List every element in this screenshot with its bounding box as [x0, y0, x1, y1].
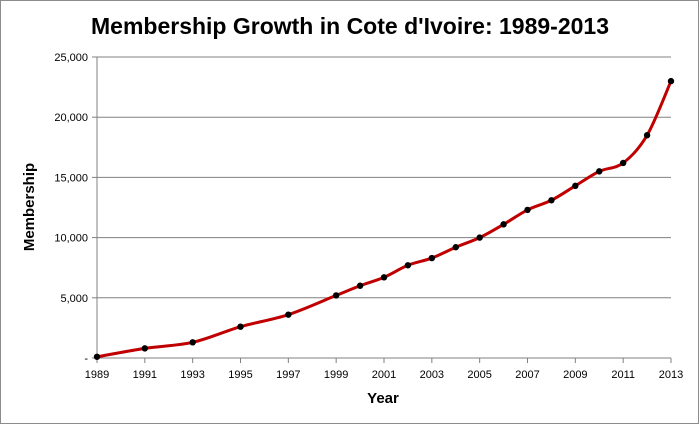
x-tick-label: 2013: [659, 369, 683, 381]
y-tick-label: 15,000: [54, 172, 88, 184]
x-axis-ticks: 1989 1991 1993 1995 1997 1999 2001 2003 2005 2007…: [85, 358, 683, 381]
x-tick-label: 1993: [180, 369, 204, 381]
data-point: [404, 262, 412, 269]
data-point: [572, 182, 579, 190]
x-tick-label: 1989: [85, 369, 109, 381]
series: [96, 80, 673, 359]
x-tick-label: 1999: [324, 369, 348, 381]
data-point: [452, 244, 459, 251]
x-axis-title: Year: [367, 390, 399, 407]
axes: [96, 57, 671, 359]
x-tick-label: 2011: [611, 369, 635, 381]
x-tick-label: 1991: [133, 369, 157, 381]
data-point: [548, 197, 555, 204]
data-point: [356, 282, 364, 289]
data-point: [141, 345, 149, 352]
data-markers: [93, 77, 675, 360]
data-point: [643, 132, 651, 139]
y-tick-label: -: [84, 353, 88, 365]
data-point: [285, 311, 292, 318]
x-tick-label: 2005: [467, 369, 491, 381]
data-point: [619, 159, 627, 167]
data-point: [500, 221, 507, 228]
data-point: [667, 77, 675, 85]
x-tick-label: 1997: [276, 369, 300, 381]
data-point: [596, 168, 603, 175]
x-tick-label: 2003: [420, 369, 444, 381]
y-axis-title: Membership: [21, 163, 38, 251]
chart-title: Membership Growth in Cote d'Ivoire: 1989…: [91, 13, 609, 39]
x-tick-label: 2001: [372, 369, 396, 381]
data-point: [332, 292, 340, 299]
data-point: [237, 323, 244, 330]
y-tick-label: 25,000: [54, 52, 88, 64]
data-point: [93, 353, 101, 360]
y-axis-ticks: - 5,000 10,000 15,000 20,000 25,000: [54, 52, 97, 365]
data-point: [476, 234, 483, 241]
data-point: [189, 339, 196, 346]
data-point: [380, 274, 388, 281]
y-tick-label: 10,000: [54, 233, 88, 245]
data-point: [524, 206, 531, 214]
data-point: [428, 254, 436, 262]
x-tick-label: 2007: [515, 369, 539, 381]
gridlines: [97, 56, 671, 299]
membership-line: [96, 80, 673, 359]
x-tick-label: 2009: [563, 369, 587, 381]
x-tick-label: 1995: [228, 369, 252, 381]
y-tick-label: 5,000: [60, 293, 88, 305]
y-tick-label: 20,000: [54, 112, 88, 124]
